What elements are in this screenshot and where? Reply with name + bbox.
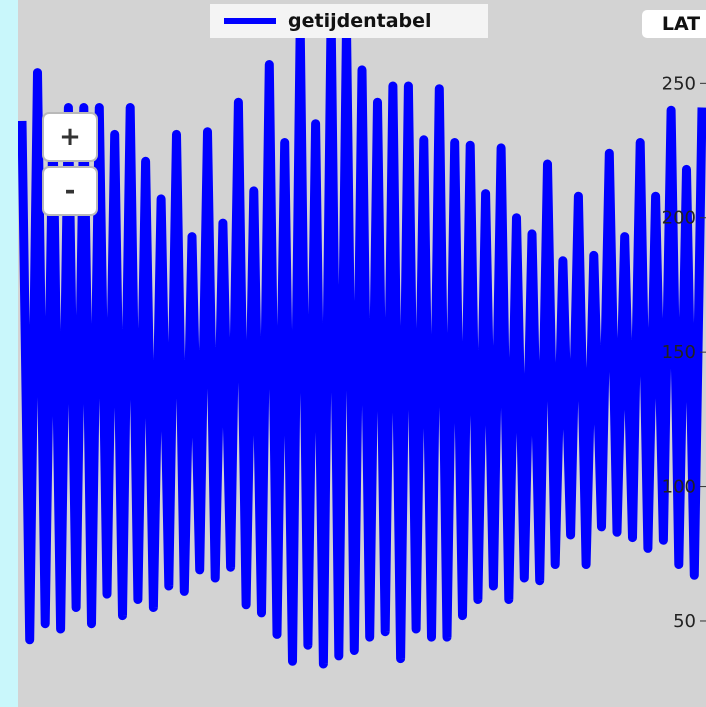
y-tick-label-200: 200 bbox=[662, 208, 696, 229]
zoom-out-button[interactable]: - bbox=[42, 166, 98, 216]
lat-badge[interactable]: LAT bbox=[642, 10, 706, 38]
y-tick-label-250: 250 bbox=[662, 73, 696, 94]
series-line-getijdentabel bbox=[18, 11, 706, 669]
legend-swatch bbox=[224, 18, 276, 24]
y-tick-label-150: 150 bbox=[662, 342, 696, 363]
plot-area[interactable]: 50 100 150 200 250 getijdentabel LAT + - bbox=[18, 0, 706, 707]
y-tick-label-100: 100 bbox=[662, 477, 696, 498]
legend-label: getijdentabel bbox=[288, 10, 432, 32]
legend: getijdentabel bbox=[210, 4, 488, 38]
chart-svg: 50 100 150 200 250 bbox=[18, 11, 706, 669]
zoom-in-button[interactable]: + bbox=[42, 112, 98, 162]
y-tick-label-50: 50 bbox=[673, 611, 696, 632]
